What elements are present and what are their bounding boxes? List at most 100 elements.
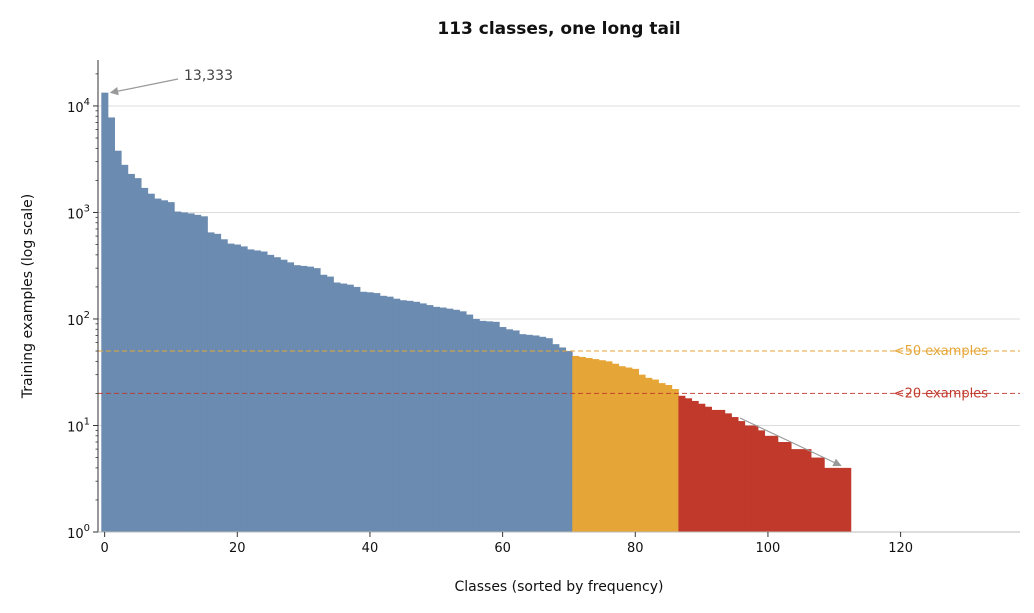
bar — [711, 409, 719, 532]
y-tick-label: 100 — [67, 523, 90, 542]
bar — [598, 360, 606, 532]
x-axis-label: Classes (sorted by frequency) — [454, 579, 663, 595]
bar — [685, 398, 693, 532]
bar — [413, 301, 421, 532]
bar — [605, 361, 613, 532]
bar — [253, 250, 261, 532]
bar — [340, 283, 348, 532]
threshold-lines: <50 examples <20 examples — [98, 344, 1020, 401]
bar — [360, 291, 368, 532]
bar — [592, 359, 600, 532]
x-tick-label: 100 — [756, 541, 781, 556]
bar — [512, 330, 520, 532]
bar — [811, 457, 819, 532]
bar — [824, 467, 832, 532]
bar — [466, 314, 474, 532]
bar — [320, 274, 328, 532]
bar — [724, 413, 732, 532]
bar — [419, 303, 427, 532]
bar — [121, 164, 129, 532]
x-tick-label: 40 — [362, 541, 379, 556]
bar — [492, 321, 500, 532]
bar — [293, 265, 301, 532]
bar — [313, 268, 321, 532]
bar — [280, 259, 288, 532]
bar — [817, 457, 825, 532]
bar — [784, 441, 792, 532]
bar — [366, 292, 374, 532]
bar — [247, 249, 255, 532]
bar — [671, 389, 679, 532]
bar — [532, 335, 540, 532]
bar — [631, 368, 639, 532]
bar — [207, 232, 215, 533]
bar — [161, 200, 169, 532]
bar — [479, 320, 487, 532]
bar — [837, 467, 845, 532]
bar — [399, 300, 407, 532]
bar — [273, 257, 281, 532]
bar — [844, 467, 852, 532]
bar — [559, 347, 567, 532]
bar — [771, 435, 779, 532]
bar — [764, 435, 772, 532]
bar — [658, 383, 666, 532]
bar — [459, 311, 467, 532]
bar — [141, 187, 149, 532]
tail-arrow — [739, 417, 842, 467]
bar — [804, 449, 812, 532]
bar — [101, 92, 109, 532]
bar — [114, 150, 122, 532]
y-axis-label: Training examples (log scale) — [20, 194, 36, 399]
x-tick-label: 80 — [627, 541, 644, 556]
chart-title: 113 classes, one long tail — [437, 19, 680, 39]
bar — [227, 243, 235, 532]
bar — [651, 379, 659, 532]
bar — [287, 262, 295, 532]
bar — [306, 266, 314, 532]
threshold-label: <20 examples — [894, 386, 989, 401]
bar — [738, 421, 746, 532]
bar — [572, 355, 580, 532]
bar — [386, 296, 394, 532]
y-tick-label: 101 — [67, 416, 90, 435]
bar — [797, 449, 805, 532]
bar — [505, 329, 513, 532]
bar — [260, 251, 268, 532]
bar — [545, 338, 553, 532]
bar — [618, 366, 626, 532]
bar — [167, 202, 175, 532]
bar — [757, 430, 766, 532]
bars — [101, 92, 852, 533]
bar — [134, 178, 142, 532]
bar — [638, 374, 646, 532]
bar — [346, 284, 354, 532]
bar — [565, 351, 573, 532]
bar — [107, 117, 115, 532]
bar — [214, 233, 222, 533]
axes: 100 101 102 103 104 0 20 40 60 80 100 120 — [67, 60, 1020, 556]
bar — [539, 336, 547, 532]
bar — [585, 358, 593, 532]
bar — [379, 295, 387, 532]
bar — [791, 449, 799, 532]
bar — [333, 282, 341, 532]
x-tick-label: 20 — [229, 541, 246, 556]
bar — [704, 406, 712, 532]
bar — [233, 244, 242, 532]
bar — [525, 334, 533, 532]
y-tick-label: 104 — [67, 97, 90, 116]
y-tick-label: 103 — [67, 203, 90, 222]
bar — [174, 211, 182, 532]
y-tick-label: 102 — [67, 310, 90, 329]
bar — [472, 318, 480, 532]
bar — [200, 216, 208, 532]
bar — [777, 441, 785, 532]
bar — [731, 417, 739, 532]
bar — [406, 300, 414, 532]
bar — [180, 212, 188, 533]
bar — [718, 409, 726, 532]
bar — [698, 403, 706, 532]
bar — [830, 467, 838, 532]
